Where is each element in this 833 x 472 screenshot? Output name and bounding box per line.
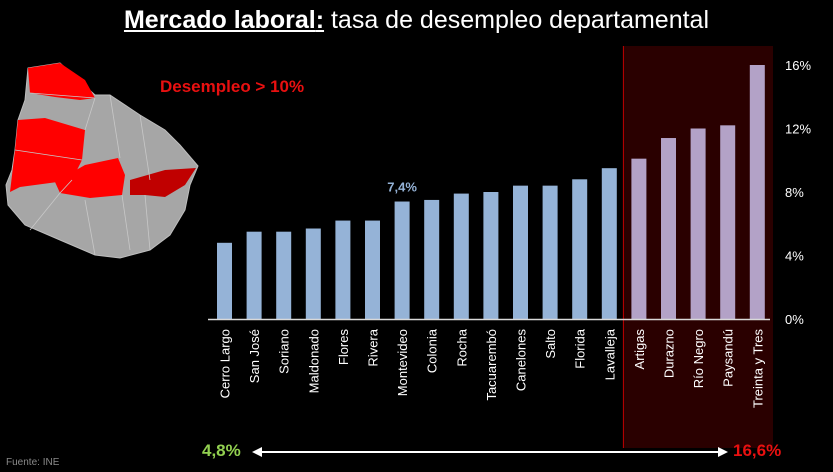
bar-durazno [661,138,676,319]
category-label: Salto [543,329,558,359]
category-label: Florida [573,328,588,369]
map-legend: Desempleo > 10% [160,77,305,96]
title-rest: tasa de desempleo departamental [330,6,710,34]
category-label: Río Negro [691,329,706,388]
bar-montevideo [394,201,410,319]
category-label: Treinta y Tres [750,329,765,408]
bar-rocha [453,193,469,319]
category-label: Cerro Largo [218,329,233,398]
category-label: Artigas [632,329,647,370]
uruguay-map [5,62,199,259]
map-region-treinta-y-tres [130,168,196,197]
bar-tacuarembó [483,192,499,319]
y-tick-label: 0% [785,312,804,327]
data-label: 7,4% [387,180,417,195]
bar-río-negro [690,128,706,319]
bar-salto [542,185,558,319]
y-tick-label: 4% [785,249,804,264]
y-tick-label: 8% [785,185,804,200]
category-label: Montevideo [395,329,410,396]
bar-treinta-y-tres [749,65,765,319]
bar-colonia [424,199,440,319]
category-label: Rivera [366,328,381,366]
category-label: Canelones [514,329,529,392]
range-arrow [252,447,728,457]
category-label: Rocha [454,328,469,366]
category-label: Colonia [425,328,440,373]
bar-maldonado [305,228,321,319]
bar-lavalleja [601,168,617,319]
map-region-durazno [55,158,125,198]
bar-soriano [276,231,292,319]
category-label: Soriano [277,329,292,374]
title-bold: Mercado laboral [123,6,316,34]
category-label: Tacuarembó [484,329,499,401]
bar-paysandú [720,125,736,319]
bar-flores [335,220,351,319]
bar-cerro-largo [217,242,232,319]
y-tick-label: 12% [785,122,811,137]
category-label: San José [247,329,262,383]
bar-artigas [631,158,647,319]
source-note: Fuente: INE [6,457,60,468]
page-title: Mercado laboral: tasa de desempleo depar… [123,6,710,34]
category-label: Maldonado [306,329,321,393]
y-tick-label: 16% [785,58,811,73]
category-label: Lavalleja [602,328,617,380]
min-value-label: 4,8% [202,441,241,460]
bar-san-josé [246,231,262,319]
bar-chart: Cerro Largo San José Soriano Maldonado Flore… [208,46,811,448]
bar-florida [572,179,588,319]
bar-rivera [365,220,380,319]
max-value-label: 16,6% [733,441,782,460]
map-region-artigas [28,63,95,100]
category-label: Flores [336,329,351,366]
category-label: Paysandú [721,329,736,387]
category-label: Durazno [662,329,677,378]
map-borders [14,92,151,256]
bar-canelones [513,185,528,319]
